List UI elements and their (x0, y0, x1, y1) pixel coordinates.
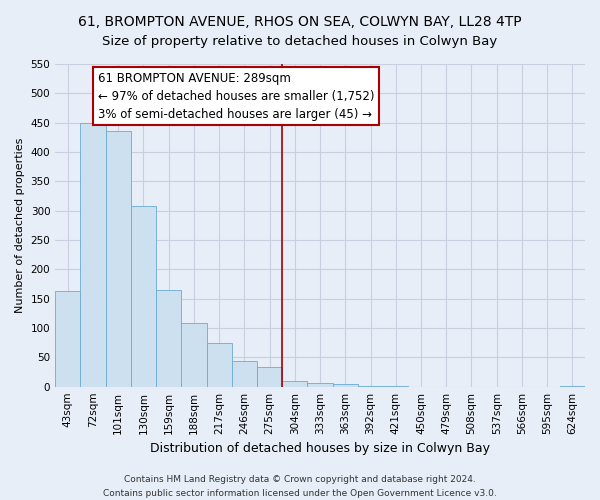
Text: 61 BROMPTON AVENUE: 289sqm
← 97% of detached houses are smaller (1,752)
3% of se: 61 BROMPTON AVENUE: 289sqm ← 97% of deta… (98, 72, 374, 120)
Bar (55, 291, 80, 386)
Text: Size of property relative to detached houses in Colwyn Bay: Size of property relative to detached ho… (103, 35, 497, 48)
Bar (106, 132, 131, 386)
Bar (232, 362, 257, 386)
Text: 61, BROMPTON AVENUE, RHOS ON SEA, COLWYN BAY, LL28 4TP: 61, BROMPTON AVENUE, RHOS ON SEA, COLWYN… (78, 15, 522, 29)
Text: Contains HM Land Registry data © Crown copyright and database right 2024.
Contai: Contains HM Land Registry data © Crown c… (103, 476, 497, 498)
Bar (131, 206, 156, 386)
X-axis label: Distribution of detached houses by size in Colwyn Bay: Distribution of detached houses by size … (150, 442, 490, 455)
Bar (181, 324, 206, 386)
Bar (332, 384, 358, 386)
Bar (156, 290, 181, 386)
Y-axis label: Number of detached properties: Number of detached properties (15, 138, 25, 313)
Bar (282, 381, 307, 386)
Bar (80, 122, 106, 386)
Bar (307, 382, 332, 386)
Bar (206, 342, 232, 386)
Bar (257, 368, 282, 386)
